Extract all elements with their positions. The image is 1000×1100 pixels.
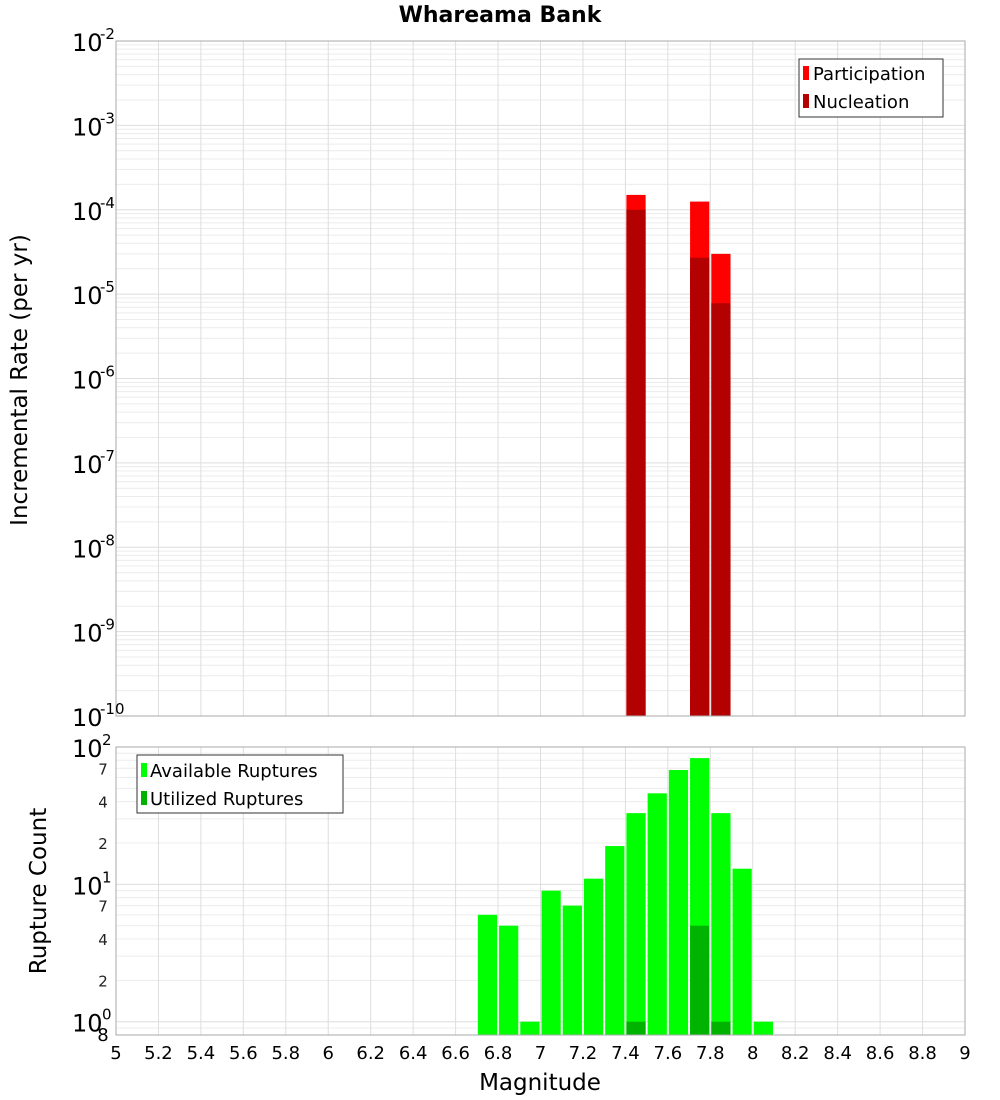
y-tick-exponent: -3 xyxy=(100,109,115,127)
nucleation-bar xyxy=(626,209,646,716)
x-tick-label: 6.2 xyxy=(356,1043,385,1064)
x-tick-label: 8 xyxy=(747,1043,758,1064)
nucleation-bar xyxy=(711,303,731,716)
legend-swatch-utilized-ruptures xyxy=(141,791,147,805)
y-tick-exponent: -4 xyxy=(100,194,115,212)
x-tick-label: 7 xyxy=(535,1043,546,1064)
top-y-axis-label: Incremental Rate (per yr) xyxy=(7,234,33,526)
available-ruptures-bar xyxy=(499,925,519,1035)
utilized-ruptures-bar xyxy=(711,1021,731,1035)
x-tick-label: 5.2 xyxy=(144,1043,173,1064)
utilized-ruptures-bar xyxy=(626,1021,646,1035)
y-tick-exponent: -7 xyxy=(100,447,115,465)
available-ruptures-bar xyxy=(583,878,604,1035)
x-tick-label: 7.6 xyxy=(654,1043,683,1064)
y-tick-label: 10 xyxy=(72,451,103,479)
available-ruptures-bar xyxy=(605,846,625,1035)
utilized-ruptures-bar xyxy=(690,925,710,1035)
available-ruptures-bar xyxy=(732,868,752,1035)
top-legend: Participation Nucleation xyxy=(798,58,944,118)
x-tick-labels: 5 5.2 5.4 5.6 5.8 6 6.2 6.4 6.6 6.8 7 7.2 7.4 7.6 7.8 8… xyxy=(110,1043,970,1064)
legend-label-utilized-ruptures: Utilized Ruptures xyxy=(150,789,303,810)
y-tick-label: 10 xyxy=(72,282,103,310)
y-tick-exponent: -9 xyxy=(100,616,115,634)
y-tick-exponent: -5 xyxy=(100,278,115,296)
x-tick-label: 5.4 xyxy=(187,1043,216,1064)
y-tick-label: 10 xyxy=(72,620,103,648)
y-tick-label: 10 xyxy=(72,198,103,226)
available-ruptures-bar xyxy=(753,1021,773,1035)
legend-swatch-nucleation xyxy=(803,94,809,108)
top-y-tick-labels: 10-210-310-410-510-610-710-810-910-10 xyxy=(72,25,125,732)
x-tick-label: 5.6 xyxy=(229,1043,258,1064)
x-axis-label: Magnitude xyxy=(479,1070,601,1096)
y-minor-tick-label: 7 xyxy=(98,760,108,778)
y-minor-tick-label: 2 xyxy=(98,835,108,853)
available-ruptures-bar xyxy=(477,914,498,1035)
x-tick-label: 7.2 xyxy=(569,1043,598,1064)
legend-label-available-ruptures: Available Ruptures xyxy=(150,761,318,782)
x-tick-label: 6.4 xyxy=(399,1043,428,1064)
y-tick-label: 10 xyxy=(72,735,103,763)
x-tick-label: 9 xyxy=(959,1043,970,1064)
y-tick-label: 10 xyxy=(72,113,103,141)
top-bars xyxy=(626,194,731,716)
available-ruptures-bar xyxy=(668,770,689,1035)
available-ruptures-bar xyxy=(541,890,561,1035)
bottom-y-axis-label: Rupture Count xyxy=(26,808,52,974)
available-ruptures-bar xyxy=(711,813,731,1035)
x-tick-label: 8.2 xyxy=(781,1043,810,1064)
legend-label-participation: Participation xyxy=(813,64,925,85)
x-tick-label: 8.8 xyxy=(908,1043,937,1064)
x-tick-label: 7.8 xyxy=(696,1043,725,1064)
y-tick-exponent: -6 xyxy=(100,363,115,381)
top-plot-panel: 10-210-310-410-510-610-710-810-910-10 Pa… xyxy=(72,25,966,732)
x-tick-label: 6 xyxy=(323,1043,334,1064)
bottom-bars xyxy=(477,758,773,1035)
available-ruptures-bar xyxy=(647,793,667,1035)
y-minor-tick-label: 4 xyxy=(98,931,108,949)
bottom-grid xyxy=(115,746,966,1035)
x-tick-label: 8.4 xyxy=(823,1043,852,1064)
x-tick-label: 8.6 xyxy=(866,1043,895,1064)
legend-swatch-available-ruptures xyxy=(141,763,147,777)
x-tick-label: 5 xyxy=(110,1043,121,1064)
top-grid xyxy=(115,40,966,717)
available-ruptures-bar xyxy=(520,1021,540,1035)
bottom-legend-box xyxy=(136,754,344,814)
y-minor-tick-label: 2 xyxy=(98,972,108,990)
y-tick-label: 10 xyxy=(72,367,103,395)
y-tick-exponent: -8 xyxy=(100,531,115,549)
y-tick-exponent: 2 xyxy=(102,731,112,749)
y-tick-label: 10 xyxy=(72,29,103,57)
x-tick-label: 6.6 xyxy=(441,1043,470,1064)
y-tick-exponent: 0 xyxy=(102,1006,112,1024)
y-tick-label: 10 xyxy=(72,872,103,900)
x-tick-label: 5.8 xyxy=(271,1043,300,1064)
y-minor-tick-label: 4 xyxy=(98,794,108,812)
bottom-legend: Available Ruptures Utilized Ruptures xyxy=(136,754,344,814)
top-legend-box xyxy=(798,58,944,118)
top-plot-border xyxy=(115,40,966,717)
y-minor-tick-label: 8 xyxy=(97,1025,108,1046)
bottom-plot-border xyxy=(115,746,966,1036)
y-tick-label: 10 xyxy=(72,1010,103,1038)
legend-swatch-participation xyxy=(803,66,809,80)
x-tick-label: 7.4 xyxy=(611,1043,640,1064)
y-tick-label: 10 xyxy=(72,704,103,732)
legend-label-nucleation: Nucleation xyxy=(813,92,909,113)
y-tick-exponent: -10 xyxy=(100,700,125,718)
y-tick-exponent: -2 xyxy=(100,25,115,43)
y-tick-exponent: 1 xyxy=(102,868,112,886)
nucleation-bar xyxy=(690,257,710,716)
chart-title: Whareama Bank xyxy=(399,3,603,28)
available-ruptures-bar xyxy=(626,813,646,1035)
x-tick-label: 6.8 xyxy=(484,1043,513,1064)
y-tick-label: 10 xyxy=(72,535,103,563)
available-ruptures-bar xyxy=(562,905,582,1035)
y-minor-tick-label: 7 xyxy=(98,898,108,916)
